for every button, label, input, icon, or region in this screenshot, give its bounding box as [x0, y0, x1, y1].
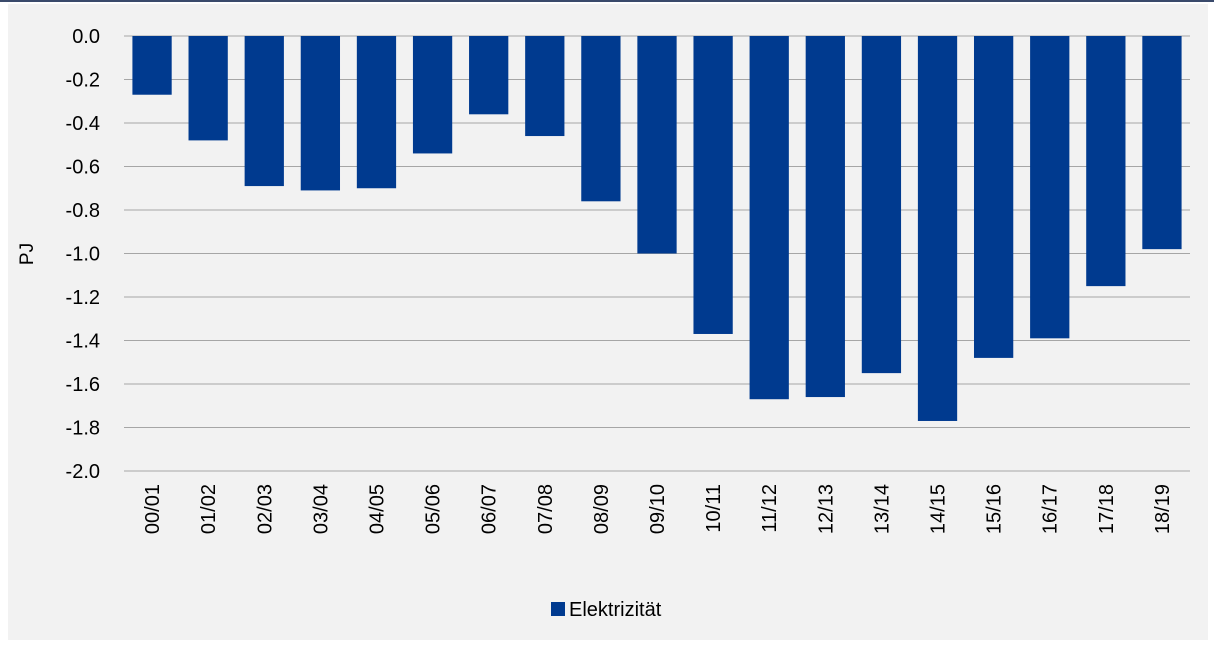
x-tick-label: 10/11	[703, 484, 725, 533]
x-tick-label: 01/02	[198, 484, 220, 534]
y-tick-label: -1.0	[66, 244, 100, 266]
y-tick-label: -1.4	[66, 331, 100, 353]
bar-03-04	[300, 36, 341, 191]
x-tick-label: 12/13	[815, 484, 837, 534]
bar-00-01	[132, 36, 172, 95]
y-tick-label: -1.8	[66, 418, 100, 440]
bar-07-08	[525, 36, 565, 137]
bar-chart: 0.0 -0.2 -0.4 -0.6 -0.8 -1.0 -1.2 -1.4 -1.6 -1.8 -…	[17, 26, 1190, 621]
bar-08-09	[581, 36, 621, 202]
x-tick-label: 04/05	[366, 484, 388, 534]
x-tick-label: 07/08	[535, 484, 557, 534]
y-tick-label: -0.2	[66, 70, 100, 92]
y-axis-label: PJ	[17, 243, 38, 265]
legend: Elektrizität	[551, 599, 662, 621]
x-tick-label: 03/04	[310, 484, 332, 534]
x-tick-label: 16/17	[1040, 484, 1062, 534]
x-axis-tick-labels: 00/01 01/02 02/03 03/04 04/05 05/06 06/07 07/08…	[142, 484, 1174, 534]
x-tick-label: 02/03	[254, 484, 276, 534]
x-tick-label: 15/16	[984, 484, 1006, 534]
bar-02-03	[244, 36, 284, 187]
legend-swatch	[551, 602, 565, 616]
x-tick-label: 06/07	[479, 484, 501, 534]
y-tick-label: -0.4	[66, 113, 100, 135]
bar-01-02	[188, 36, 228, 141]
bar-17-18	[1086, 36, 1126, 287]
bar-13-14	[861, 36, 902, 374]
y-tick-label: -2.0	[66, 461, 100, 483]
bar-18-19	[1142, 36, 1182, 250]
chart-panel: 0.0 -0.2 -0.4 -0.6 -0.8 -1.0 -1.2 -1.4 -1.6 -1.8 -…	[8, 4, 1208, 640]
x-tick-label: 11/12	[759, 484, 781, 533]
x-tick-label: 05/06	[423, 484, 445, 534]
bar-11-12	[749, 36, 789, 400]
y-axis-tick-labels: 0.0 -0.2 -0.4 -0.6 -0.8 -1.0 -1.2 -1.4 -1.6 -1.8 -…	[66, 26, 100, 483]
x-tick-label: 09/10	[647, 484, 669, 534]
legend-label: Elektrizität	[569, 599, 662, 621]
x-tick-label: 00/01	[142, 484, 164, 534]
x-tick-label: 18/19	[1152, 484, 1174, 534]
y-tick-label: 0.0	[72, 26, 100, 48]
bar-14-15	[917, 36, 958, 421]
bars	[132, 36, 1182, 421]
top-divider	[0, 0, 1214, 2]
bar-04-05	[356, 36, 397, 189]
bar-05-06	[412, 36, 453, 154]
x-tick-label: 13/14	[871, 484, 893, 534]
bar-15-16	[973, 36, 1014, 358]
x-tick-label: 17/18	[1096, 484, 1118, 534]
bar-06-07	[469, 36, 509, 115]
y-tick-label: -1.2	[66, 287, 100, 309]
y-tick-label: -1.6	[66, 374, 100, 396]
bar-10-11	[693, 36, 733, 334]
bar-16-17	[1030, 36, 1070, 339]
bar-12-13	[805, 36, 845, 398]
bar-09-10	[637, 36, 677, 254]
x-tick-label: 08/09	[591, 484, 613, 534]
y-tick-label: -0.6	[66, 157, 100, 179]
x-tick-label: 14/15	[928, 484, 950, 534]
y-tick-label: -0.8	[66, 200, 100, 222]
